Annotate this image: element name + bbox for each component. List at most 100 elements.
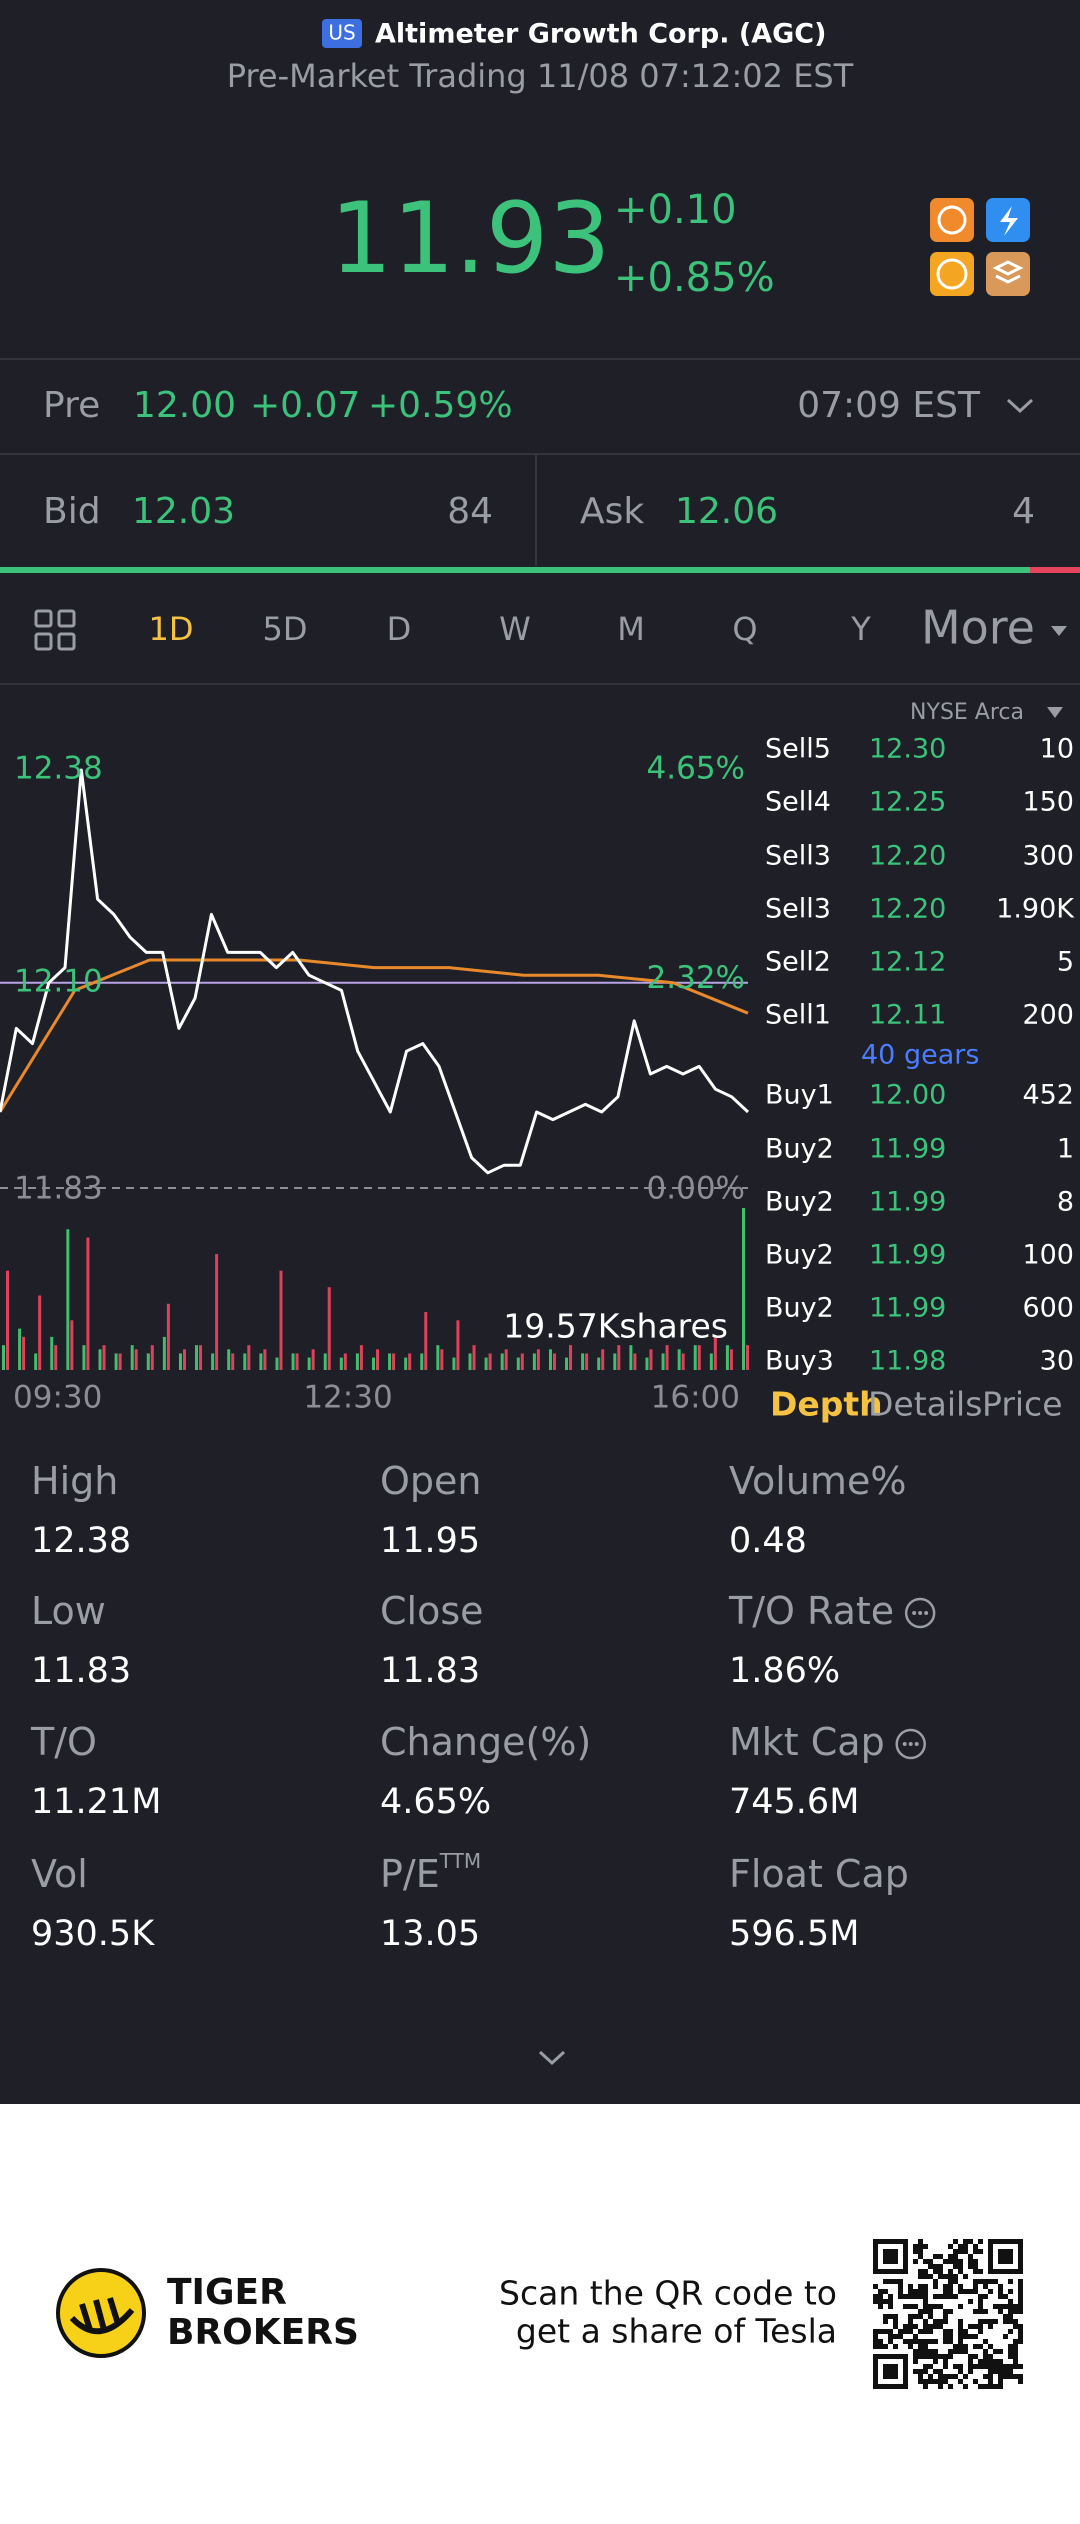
book-size: 452 [1022,1080,1074,1111]
book-price: 11.99 [869,1187,946,1218]
book-size: 100 [1022,1240,1074,1271]
stat-value: 11.95 [380,1521,480,1561]
volume-bar [195,1345,199,1370]
volume-bar [34,1353,38,1370]
volume-bar [327,1287,331,1370]
icon-part [57,609,76,628]
brand-line: TIGER [167,2272,287,2313]
volume-bar [649,1349,653,1370]
stat-label: T/O Rate [728,1589,894,1633]
volume-bar [150,1345,154,1370]
qr-code [873,2239,1023,2389]
book-level: Buy1 [765,1080,834,1111]
volume-bar [693,1345,697,1370]
stat-value: 12.38 [31,1521,131,1561]
bid-ask-bar [0,567,1030,573]
book-tab[interactable]: Price [982,1385,1063,1424]
expand-chevron[interactable] [1006,398,1034,414]
stat-label-text: High [31,1459,118,1503]
qr-caption: Scan the QR code to [499,2274,837,2313]
volume-bar [70,1320,74,1370]
period-tab[interactable]: Q [732,610,757,648]
volume-bar [279,1270,283,1370]
period-tab[interactable]: Y [850,610,871,648]
book-level: Buy2 [765,1134,834,1165]
book-tab[interactable]: Details [868,1385,982,1424]
stock-title: Altimeter Growth Corp. (AGC) [375,19,826,50]
y-tick-label: 11.83 [14,1171,103,1207]
volume-bar [681,1353,685,1370]
exchange-select[interactable]: NYSE Arca [910,700,1024,725]
volume-bar [440,1349,444,1370]
book-price: 12.25 [869,787,946,818]
period-tab[interactable]: 5D [263,610,308,648]
info-dot [918,1611,923,1615]
icon-part [34,632,53,651]
volume-bar [597,1357,601,1370]
stat-value: 0.48 [729,1521,807,1561]
volume-bar [215,1254,219,1370]
x-tick-label: 16:00 [651,1380,740,1416]
x-tick-label: 09:30 [13,1380,102,1416]
period-tab[interactable]: More [921,601,1035,655]
volume-bar [484,1357,488,1370]
volume-bar [424,1312,428,1370]
stat-label: Low [31,1589,106,1633]
info-dot [912,1611,917,1615]
book-price: 12.00 [869,1080,946,1111]
icon [930,198,974,242]
period-tab[interactable]: M [617,610,645,648]
period-tab[interactable]: W [499,610,531,648]
book-level: Sell1 [765,1000,831,1031]
volume-bar [372,1357,375,1370]
book-tab[interactable]: Depth [770,1385,883,1424]
book-level: Sell3 [765,841,831,872]
layout-icon[interactable] [34,609,76,651]
stat-label-text: Open [380,1459,482,1503]
more-arrow [1051,626,1067,636]
volume-bar [243,1353,247,1370]
volume-bar [134,1349,138,1370]
volume-bar [199,1345,203,1370]
stat-value: 11.21M [31,1782,161,1822]
volume-bar [166,1303,170,1370]
stat-label-text: Float Cap [729,1852,909,1896]
volume-bar [617,1345,621,1370]
volume-bar [146,1353,150,1370]
volume-bar [709,1353,713,1370]
stat-value: 745.6M [729,1782,859,1822]
volume-bar [565,1357,569,1370]
expand-stats[interactable] [538,2050,566,2066]
volume-bar [500,1353,504,1370]
volume-bar [339,1357,343,1370]
stat-value: 4.65% [380,1782,491,1822]
stat-label-text: Vol [31,1852,88,1896]
bid-price: 12.03 [132,491,235,532]
volume-bar [677,1349,681,1370]
volume-bar [178,1353,182,1370]
icon-glyph [1000,206,1018,236]
stat-label-text: T/O [30,1720,97,1764]
volume-bar [231,1353,235,1370]
volume-bar [263,1349,267,1370]
volume-bar [50,1336,54,1370]
volume-bar [504,1349,508,1370]
stat-value: 596.5M [729,1914,859,1954]
last-price: 11.93 [330,182,611,296]
book-price: 12.12 [869,947,946,978]
stat-label: P/ETTM [380,1849,481,1896]
volume-bar [436,1345,440,1370]
info-icon[interactable] [904,1597,936,1629]
y2-tick-label: 0.00% [647,1171,745,1207]
period-tab[interactable]: 1D [149,610,194,648]
stat-value: 1.86% [729,1651,840,1691]
volume-bar [536,1349,540,1370]
volume-bar [601,1349,605,1370]
info-icon[interactable] [895,1728,926,1760]
volume-bar [520,1353,524,1370]
book-level: Buy2 [765,1187,834,1218]
period-tab[interactable]: D [387,610,412,648]
y-tick-label: 12.10 [14,963,103,999]
volume-bar [746,1345,749,1370]
stat-label: Close [380,1589,484,1633]
